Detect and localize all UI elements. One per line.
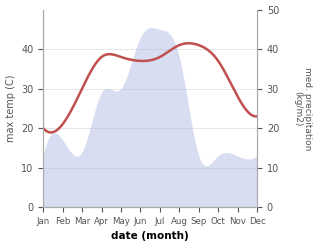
X-axis label: date (month): date (month) bbox=[111, 231, 189, 242]
Y-axis label: med. precipitation
(kg/m2): med. precipitation (kg/m2) bbox=[293, 67, 313, 150]
Y-axis label: max temp (C): max temp (C) bbox=[5, 75, 16, 142]
